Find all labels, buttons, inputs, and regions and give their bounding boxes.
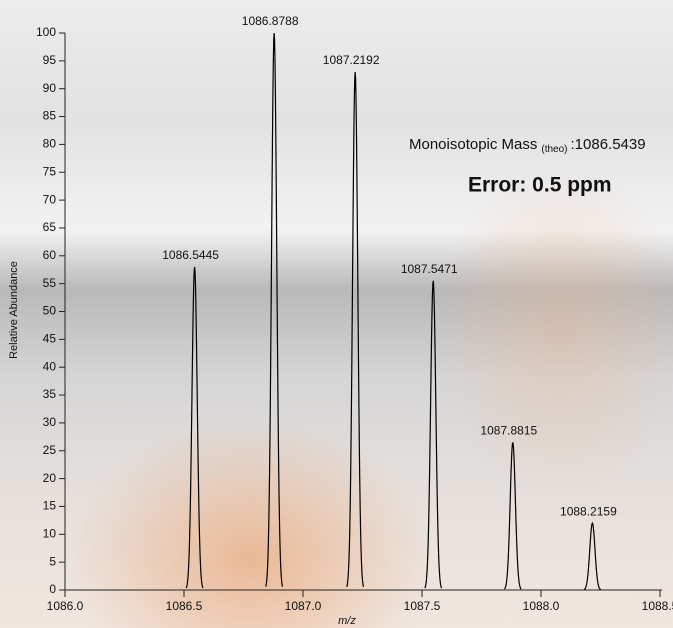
peak	[265, 32, 284, 587]
y-tick-label: 35	[43, 387, 57, 401]
y-tick-label: 45	[43, 332, 57, 346]
peak-label: 1087.2192	[323, 53, 380, 67]
x-tick-label: 1087.5	[404, 599, 441, 613]
x-tick-label: 1086.5	[166, 599, 203, 613]
x-tick-label: 1088.5	[642, 599, 673, 613]
y-tick-label: 50	[43, 304, 57, 318]
mass-sub: (theo)	[541, 144, 567, 155]
y-tick-label: 55	[43, 276, 57, 290]
y-tick-label: 5	[49, 554, 56, 568]
y-tick-label: 80	[43, 137, 57, 151]
y-tick-label: 20	[43, 471, 57, 485]
peak	[185, 266, 204, 589]
y-tick-label: 100	[36, 25, 56, 39]
peak-label: 1087.8815	[480, 424, 537, 438]
y-tick-label: 25	[43, 443, 57, 457]
peak-label: 1087.5471	[401, 262, 458, 276]
peak	[424, 280, 443, 589]
x-tick-label: 1087.0	[285, 599, 322, 613]
mass-annotation: Monoisotopic Mass (theo) :1086.5439	[409, 136, 646, 155]
x-axis-label: m/z	[338, 615, 356, 627]
y-axis-label: Relative Abundance	[8, 261, 20, 359]
y-tick-label: 10	[43, 526, 57, 540]
error-annotation: Error: 0.5 ppm	[468, 174, 612, 197]
y-tick-label: 75	[43, 164, 57, 178]
mass-label: Monoisotopic Mass	[409, 136, 537, 153]
mass-value: :1086.5439	[571, 136, 646, 153]
peak-label: 1086.8788	[242, 14, 299, 28]
x-tick-label: 1086.0	[47, 599, 84, 613]
y-tick-label: 70	[43, 192, 57, 206]
y-tick-label: 95	[43, 53, 57, 67]
peak	[346, 71, 365, 588]
y-tick-label: 30	[43, 415, 57, 429]
y-tick-label: 65	[43, 220, 57, 234]
y-tick-label: 0	[49, 582, 56, 596]
y-tick-label: 40	[43, 359, 57, 373]
y-tick-label: 85	[43, 109, 57, 123]
peak	[583, 521, 602, 591]
x-tick-label: 1088.0	[523, 599, 560, 613]
peak-label: 1088.2159	[560, 504, 617, 518]
y-tick-label: 90	[43, 81, 57, 95]
peak	[503, 442, 522, 590]
y-tick-label: 60	[43, 248, 57, 262]
peak-label: 1086.5445	[162, 248, 219, 262]
y-tick-label: 15	[43, 499, 57, 513]
